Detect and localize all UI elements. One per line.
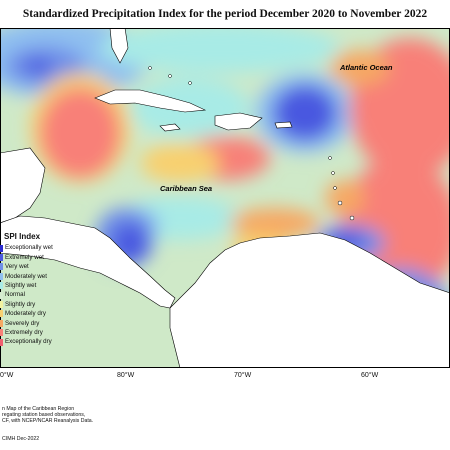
- small-islands: [148, 66, 355, 221]
- legend-label: Slightly dry: [5, 300, 36, 308]
- legend-swatch: [0, 300, 3, 308]
- legend-label: Slightly wet: [5, 281, 37, 289]
- legend-swatch: [0, 244, 3, 252]
- legend-label: Moderately dry: [5, 310, 46, 318]
- legend-item: Severely dry: [0, 319, 60, 328]
- legend-item: Exceptionally wet: [0, 243, 60, 252]
- legend-label: Exceptionally wet: [5, 244, 53, 252]
- legend-item: Moderately wet: [0, 272, 60, 281]
- legend-swatch: [0, 338, 3, 346]
- legend-item: Exceptionally dry: [0, 337, 60, 346]
- legend-swatch: [0, 263, 3, 271]
- legend-label: Normal: [5, 291, 25, 299]
- legend-label: Extremely dry: [5, 328, 43, 336]
- credit: CIMH Dec-2022: [2, 436, 40, 442]
- legend-title: SPI Index: [4, 232, 41, 241]
- footnote: n Map of the Caribbean Region regating s…: [2, 406, 93, 425]
- axis-tick-label: 0°W: [0, 372, 14, 379]
- legend-item: Extremely dry: [0, 328, 60, 337]
- caribbean-label: Caribbean Sea: [160, 184, 212, 193]
- axis-tick-label: 70°W: [234, 372, 252, 379]
- legend-item: Slightly wet: [0, 281, 60, 290]
- legend-swatch: [0, 310, 3, 318]
- legend-swatch: [0, 291, 3, 299]
- legend-label: Very wet: [5, 263, 29, 271]
- legend-label: Severely dry: [5, 319, 40, 327]
- atlantic-label: Atlantic Ocean: [339, 63, 393, 72]
- axis-tick-label: 80°W: [117, 372, 135, 379]
- map-title: Standardized Precipitation Index for the…: [22, 8, 428, 20]
- legend-item: Normal: [0, 290, 60, 299]
- axis-tick-label: 60°W: [361, 372, 379, 379]
- legend-label: Moderately wet: [5, 272, 47, 280]
- legend-swatch: [0, 329, 3, 337]
- legend-label: Extremely wet: [5, 253, 44, 261]
- footnote-line: CF, with NCEP/NCAR Reanalysis Data.: [2, 418, 94, 425]
- footnote-line: n Map of the Caribbean Region: [2, 406, 75, 412]
- legend-swatch: [0, 272, 3, 280]
- land: [0, 28, 450, 368]
- legend-swatch: [0, 253, 3, 261]
- legend-item: Extremely wet: [0, 253, 60, 262]
- footnote-line: regating station based observations,: [2, 412, 86, 419]
- spi-map: Atlantic Ocean Caribbean Sea: [0, 28, 450, 368]
- legend-swatch: [0, 319, 3, 327]
- legend-label: Exceptionally dry: [5, 338, 52, 346]
- legend-swatch: [0, 282, 3, 290]
- legend-item: Very wet: [0, 262, 60, 271]
- legend-item: Moderately dry: [0, 309, 60, 318]
- legend: SPI Index Exceptionally wet Extremely wet…: [0, 232, 60, 347]
- legend-item: Slightly dry: [0, 300, 60, 309]
